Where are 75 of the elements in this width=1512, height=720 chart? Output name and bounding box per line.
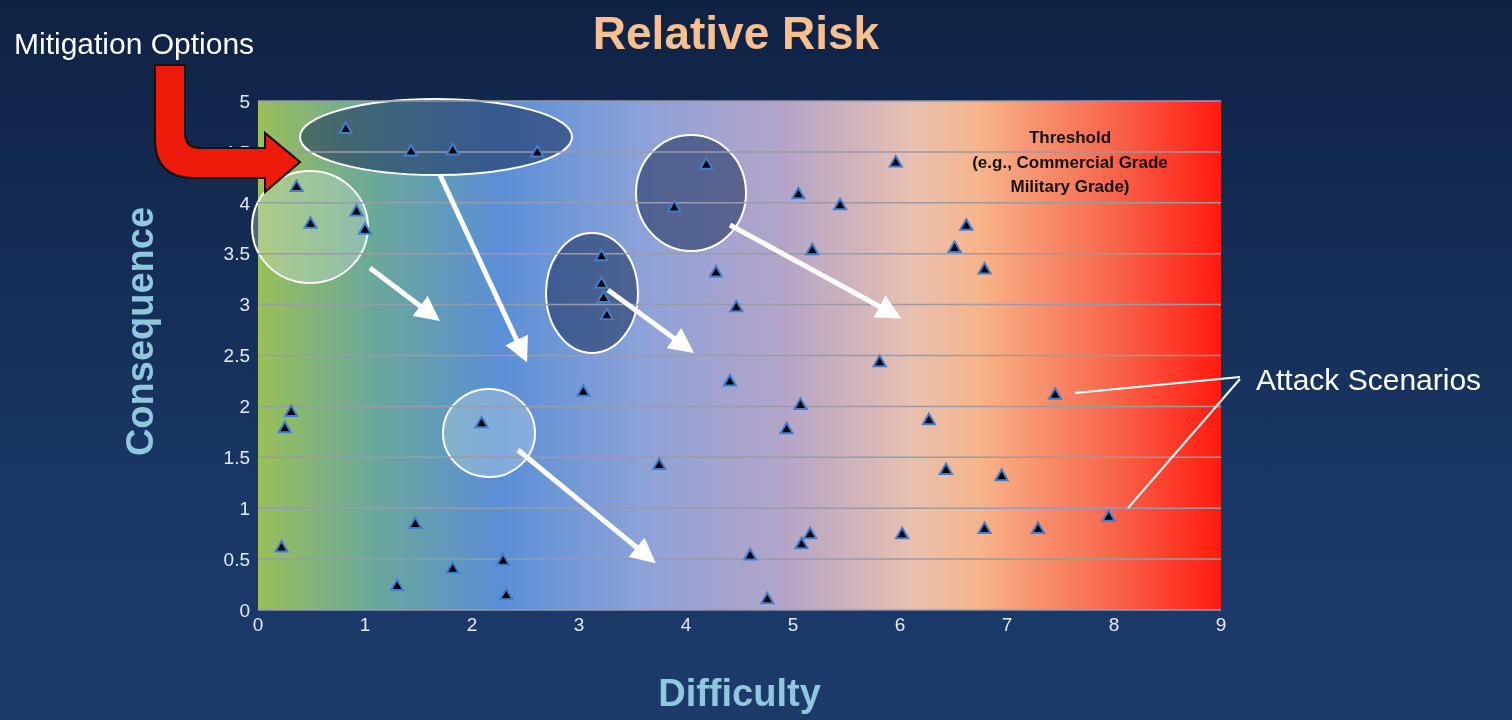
point — [652, 457, 667, 470]
point — [947, 240, 962, 254]
point — [338, 121, 353, 135]
point — [779, 421, 794, 435]
point — [708, 265, 724, 278]
point — [743, 548, 758, 561]
point — [349, 203, 364, 217]
point — [994, 468, 1009, 482]
point — [977, 521, 992, 535]
y-tick-label: 0 — [239, 599, 250, 621]
y-tick-label: 1.5 — [223, 447, 250, 469]
point — [530, 144, 545, 158]
text: Attack Scenarios — [1256, 362, 1482, 398]
point — [1030, 521, 1046, 535]
point — [499, 587, 514, 601]
point — [445, 142, 460, 156]
chart-title: Relative Risk — [592, 7, 880, 59]
point — [303, 216, 318, 229]
point — [408, 516, 423, 529]
x-tick-label: 8 — [1108, 614, 1120, 636]
point — [833, 197, 848, 211]
point — [729, 299, 744, 313]
point — [594, 248, 609, 262]
point — [872, 354, 887, 368]
text: Mitigation Options — [14, 26, 255, 62]
y-tick-label: 2.5 — [223, 345, 250, 367]
point — [699, 157, 714, 170]
annotation: Threshold (e.g., Commercial Grade Military Grade) — [971, 127, 1169, 199]
point — [895, 526, 910, 540]
x-tick-label: 1 — [359, 614, 371, 636]
point — [277, 420, 292, 434]
point — [599, 307, 614, 321]
point — [445, 561, 460, 574]
point — [667, 199, 682, 213]
x-tick-label: 9 — [1215, 614, 1227, 636]
x-tick-label: 6 — [894, 614, 906, 636]
y-tick-label: 0.5 — [223, 548, 250, 570]
y-axis-title: Consequence — [118, 205, 162, 459]
point — [805, 242, 820, 256]
point — [791, 186, 806, 200]
point — [722, 373, 737, 387]
point — [357, 222, 373, 235]
point — [403, 143, 419, 157]
point — [1101, 509, 1116, 522]
y-tick-label: 3 — [239, 294, 250, 316]
point — [274, 539, 289, 553]
x-tick-label: 3 — [573, 614, 585, 636]
y-tick-label: 4 — [239, 192, 251, 214]
point — [888, 155, 903, 168]
x-axis-title: Difficulty — [657, 672, 822, 715]
x-tick-label: 4 — [680, 614, 692, 636]
point — [760, 591, 775, 605]
y-tick-label: 2 — [239, 396, 250, 418]
point — [938, 462, 954, 476]
point — [390, 578, 405, 592]
y-tick-label: 1 — [239, 497, 250, 519]
point — [474, 415, 489, 429]
point — [289, 179, 304, 193]
y-tick-label: 5 — [239, 90, 250, 112]
point — [1048, 387, 1063, 400]
point — [803, 526, 818, 540]
y-tick-label: 3.5 — [223, 243, 250, 265]
point — [959, 218, 974, 231]
point — [594, 276, 609, 289]
x-tick-label: 7 — [1001, 614, 1013, 636]
point — [596, 290, 611, 303]
x-tick-label: 5 — [787, 614, 799, 636]
point — [794, 536, 809, 550]
point — [284, 404, 299, 418]
point — [977, 261, 992, 275]
point — [495, 553, 511, 566]
point — [793, 397, 808, 410]
x-tick-label: 2 — [466, 614, 478, 636]
point — [921, 412, 936, 426]
point — [576, 384, 591, 397]
